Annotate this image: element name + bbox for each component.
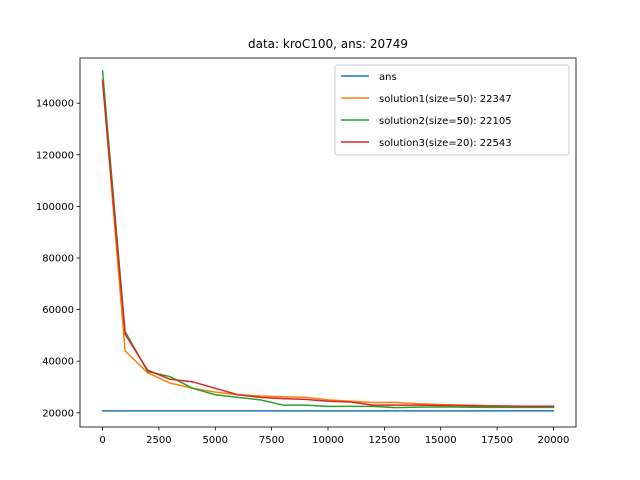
series-line-4 (101, 80, 555, 408)
y-tick-label: 120000 (36, 150, 74, 161)
x-tick-label: 10000 (312, 435, 344, 446)
x-tick-label: 7500 (259, 435, 284, 446)
x-tick-label: 17500 (481, 435, 513, 446)
x-tick-label: 15000 (425, 435, 457, 446)
legend-label: solution2(size=50): 22105 (379, 116, 512, 127)
x-tick-label: 0 (99, 435, 105, 446)
y-tick-label: 20000 (42, 408, 74, 419)
x-tick-label: 20000 (538, 435, 570, 446)
plot-area (101, 70, 555, 412)
y-axis: 20000 40000 60000 80000 100000 120000 140000 (36, 99, 80, 419)
y-tick-label: 100000 (36, 202, 74, 213)
axes-frame (79, 57, 577, 428)
chart-title: data: kroC100, ans: 20749 (248, 37, 408, 51)
legend-label: solution3(size=20): 22543 (379, 138, 512, 149)
y-tick-label: 140000 (36, 99, 74, 110)
legend-label: solution1(size=50): 22347 (379, 94, 512, 105)
x-tick-label: 2500 (146, 435, 171, 446)
y-tick-label: 40000 (42, 357, 74, 368)
y-tick-label: 80000 (42, 253, 74, 264)
legend: ans solution1(size=50): 22347 solution2(si… (334, 64, 570, 156)
legend-frame (334, 64, 570, 156)
y-tick-label: 60000 (42, 305, 74, 316)
legend-label: ans (379, 72, 397, 83)
x-tick-label: 5000 (203, 435, 228, 446)
x-tick-label: 12500 (368, 435, 400, 446)
x-axis: 0 2500 5000 7500 10000 12500 15000 17500 20000 (99, 427, 569, 446)
